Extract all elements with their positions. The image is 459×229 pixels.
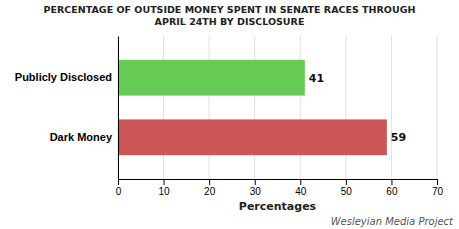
x-tick-label: 0 xyxy=(116,186,122,197)
x-tick-mark xyxy=(118,179,119,185)
title: PERCENTAGE OF OUTSIDE MONEY SPENT IN SEN… xyxy=(44,4,416,27)
y-tick: Publicly Disclosed xyxy=(15,71,118,83)
x-tick-label: 20 xyxy=(204,186,216,197)
x-tick-label: 30 xyxy=(250,186,262,197)
x-tick: 20 xyxy=(204,179,216,197)
x-tick: 30 xyxy=(250,179,262,197)
x-axis: 0 10 20 30 40 50 60 70 xyxy=(116,179,444,197)
data-label: 59 xyxy=(391,131,406,144)
bar xyxy=(118,119,387,155)
x-tick-label: 60 xyxy=(386,186,398,197)
x-axis-title: Percentages xyxy=(239,200,317,213)
x-tick-mark xyxy=(300,179,301,185)
x-tick: 60 xyxy=(386,179,398,197)
x-tick-mark xyxy=(437,179,438,185)
x-tick-label: 50 xyxy=(341,186,353,197)
x-tick: 10 xyxy=(159,179,171,197)
plot: 41 59 0 10 20 30 40 50 60 70 Publicly Disclosed Dar… xyxy=(15,36,444,213)
x-tick-label: 40 xyxy=(295,186,307,197)
y-axis: Publicly Disclosed Dark Money xyxy=(15,37,119,180)
bars xyxy=(118,60,387,155)
x-tick-mark xyxy=(391,179,392,185)
x-axis-line xyxy=(119,180,438,186)
grid xyxy=(118,36,437,179)
data-label: 41 xyxy=(309,72,324,85)
grid-line xyxy=(437,36,438,179)
x-tick: 0 xyxy=(116,179,122,197)
x-tick: 40 xyxy=(295,179,307,197)
y-tick-label: Dark Money xyxy=(50,131,113,143)
grid-line xyxy=(254,36,255,179)
annotation: Wesleyian Media Project xyxy=(331,216,454,227)
chart: PERCENTAGE OF OUTSIDE MONEY SPENT IN SEN… xyxy=(0,0,459,229)
x-tick-mark xyxy=(346,179,347,185)
grid-line xyxy=(118,36,119,179)
x-tick: 70 xyxy=(432,179,444,197)
x-tick-label: 70 xyxy=(432,186,444,197)
title-line: APRIL 24TH BY DISCLOSURE xyxy=(155,16,305,27)
grid-line xyxy=(345,36,346,179)
grid-line xyxy=(163,36,164,179)
grid-line xyxy=(391,36,392,179)
x-tick-mark xyxy=(209,179,210,185)
bar xyxy=(118,60,305,96)
grid-line xyxy=(209,36,210,179)
title-line: PERCENTAGE OF OUTSIDE MONEY SPENT IN SEN… xyxy=(44,4,416,15)
x-tick-label: 10 xyxy=(159,186,171,197)
y-axis-line xyxy=(118,37,119,180)
grid-line xyxy=(300,36,301,179)
x-tick: 50 xyxy=(341,179,353,197)
y-tick-label: Publicly Disclosed xyxy=(15,71,112,83)
x-tick-mark xyxy=(164,179,165,185)
y-tick: Dark Money xyxy=(50,131,118,143)
x-tick-mark xyxy=(255,179,256,185)
data-labels: 41 59 xyxy=(309,72,406,145)
